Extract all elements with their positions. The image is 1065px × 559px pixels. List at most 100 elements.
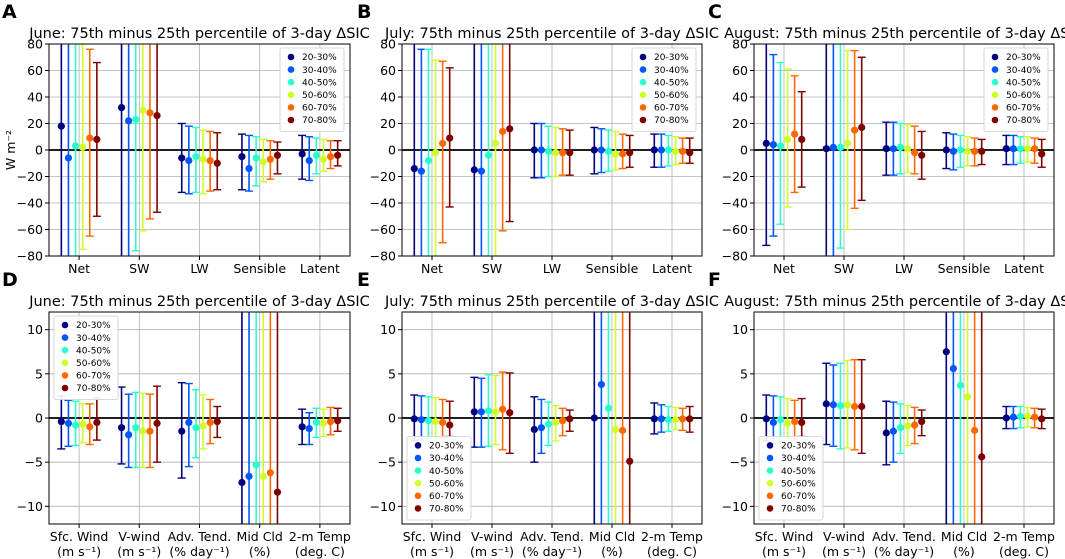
data-point bbox=[139, 106, 147, 114]
data-point bbox=[319, 419, 328, 427]
y-tick-label: 60 bbox=[27, 63, 43, 78]
data-point bbox=[499, 405, 507, 413]
data-point bbox=[604, 404, 613, 412]
data-point bbox=[178, 427, 186, 435]
x-tick-label: (deg. C) bbox=[999, 544, 1049, 559]
data-point bbox=[64, 419, 73, 427]
data-point bbox=[491, 139, 500, 147]
data-point bbox=[57, 417, 65, 426]
x-tick-label: Mid Cld bbox=[589, 529, 635, 544]
x-tick-label: 2-m Temp bbox=[289, 529, 351, 544]
x-tick-label: Sensible bbox=[938, 261, 991, 276]
data-point bbox=[132, 424, 140, 432]
data-point bbox=[439, 139, 447, 147]
data-point bbox=[978, 147, 986, 155]
legend-marker bbox=[766, 479, 774, 487]
series-group bbox=[762, 44, 1046, 256]
legend-label: 60-70% bbox=[429, 492, 464, 502]
data-point bbox=[252, 154, 260, 162]
legend-marker bbox=[766, 467, 774, 474]
legend-marker bbox=[766, 505, 774, 512]
data-point bbox=[971, 147, 979, 155]
data-point bbox=[86, 134, 94, 142]
data-point bbox=[213, 417, 221, 426]
data-point bbox=[851, 402, 859, 411]
panel-letter: E bbox=[357, 269, 370, 291]
data-point bbox=[417, 167, 425, 175]
data-point bbox=[326, 417, 335, 426]
data-point bbox=[858, 402, 866, 411]
y-tick-label: 60 bbox=[732, 63, 748, 78]
legend-label: 60-70% bbox=[302, 104, 337, 114]
data-point bbox=[537, 424, 545, 432]
legend-label: 30-40% bbox=[654, 66, 689, 76]
data-point bbox=[1002, 414, 1010, 422]
legend-label: 50-60% bbox=[781, 479, 816, 489]
x-tick-label: Adv. Tend. bbox=[168, 529, 232, 544]
legend-box bbox=[983, 47, 1049, 132]
y-tick-label: −10 bbox=[370, 499, 396, 514]
data-point bbox=[551, 149, 560, 157]
data-point bbox=[762, 139, 770, 147]
legend-marker bbox=[639, 78, 647, 86]
data-point bbox=[1031, 145, 1039, 153]
legend-label: 40-50% bbox=[1006, 78, 1041, 88]
x-tick-label: LW bbox=[895, 261, 913, 276]
data-point bbox=[125, 117, 133, 125]
legend-marker bbox=[287, 78, 295, 86]
legend-marker bbox=[991, 104, 999, 111]
data-point bbox=[71, 421, 80, 429]
y-tick-label: −10 bbox=[722, 499, 748, 514]
data-point bbox=[686, 415, 694, 423]
data-point bbox=[1009, 145, 1017, 153]
legend-marker bbox=[414, 492, 422, 500]
data-point bbox=[597, 380, 605, 389]
data-point bbox=[791, 417, 799, 426]
data-point bbox=[305, 425, 313, 433]
x-tick-label: Mid Cld bbox=[237, 529, 283, 544]
legend-label: 70-80% bbox=[654, 116, 689, 126]
data-point bbox=[530, 146, 538, 154]
x-tick-label: V-wind bbox=[471, 529, 513, 544]
data-point bbox=[650, 415, 658, 423]
legend-label: 20-30% bbox=[781, 442, 816, 452]
axes-frame bbox=[753, 311, 1055, 525]
data-point bbox=[559, 149, 567, 157]
legend-label: 40-50% bbox=[654, 78, 689, 88]
data-point bbox=[506, 125, 514, 133]
data-point bbox=[963, 393, 972, 401]
data-point bbox=[918, 417, 926, 426]
legend-marker bbox=[414, 442, 422, 449]
data-point bbox=[882, 145, 890, 153]
data-point bbox=[273, 151, 282, 159]
legend-label: 70-80% bbox=[429, 505, 464, 515]
y-tick-label: 10 bbox=[27, 322, 43, 337]
legend-label: 40-50% bbox=[302, 78, 337, 88]
data-point bbox=[93, 418, 101, 427]
y-tick-label: 80 bbox=[380, 37, 396, 52]
data-point bbox=[424, 157, 433, 165]
x-tick-label: Sensible bbox=[233, 261, 286, 276]
y-tick-label: 40 bbox=[27, 90, 43, 105]
panel-title: June: 75th minus 25th percentile of 3-da… bbox=[28, 294, 370, 310]
data-point bbox=[71, 142, 80, 150]
x-tick-label: Mid Cld bbox=[941, 529, 987, 544]
data-point bbox=[178, 154, 186, 162]
x-tick-label: (%) bbox=[953, 544, 975, 559]
panel-letter: A bbox=[2, 1, 17, 23]
data-point bbox=[298, 423, 306, 431]
data-point bbox=[312, 151, 320, 159]
legend-label: 60-70% bbox=[1006, 104, 1041, 114]
legend: 20-30% 30-40% 40-50% 50-60% 60-70% 70-80% bbox=[631, 47, 697, 132]
y-tick-label: −5 bbox=[730, 455, 748, 470]
legend-marker bbox=[414, 505, 422, 512]
y-tick-label: 5 bbox=[35, 366, 43, 381]
data-point bbox=[949, 364, 957, 373]
legend-marker bbox=[639, 53, 647, 61]
y-tick-label: 80 bbox=[27, 37, 43, 52]
data-point bbox=[305, 157, 313, 165]
data-point bbox=[153, 419, 161, 427]
data-point bbox=[334, 417, 342, 425]
y-tick-label: −5 bbox=[378, 455, 396, 470]
data-point bbox=[252, 461, 260, 469]
